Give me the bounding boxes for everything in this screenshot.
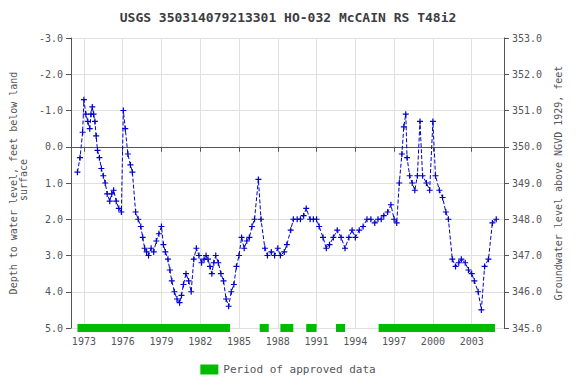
svg-text:surface: surface <box>18 159 29 207</box>
svg-text:Depth to water level, feet bel: Depth to water level, feet below land <box>7 71 19 295</box>
svg-text:351.0: 351.0 <box>512 105 542 116</box>
svg-text:Period of approved data: Period of approved data <box>223 363 375 376</box>
svg-text:Groundwater level above NGVD 1: Groundwater level above NGVD 1929, feet <box>553 66 564 301</box>
svg-text:2.0: 2.0 <box>45 214 63 225</box>
svg-text:1976: 1976 <box>111 336 135 347</box>
svg-text:348.0: 348.0 <box>512 214 542 225</box>
svg-text:353.0: 353.0 <box>512 33 542 44</box>
svg-text:-3.0: -3.0 <box>39 33 63 44</box>
svg-text:352.0: 352.0 <box>512 69 542 80</box>
svg-text:-2.0: -2.0 <box>39 69 63 80</box>
svg-text:-1.0: -1.0 <box>39 105 63 116</box>
svg-text:1994: 1994 <box>343 336 367 347</box>
svg-text:345.0: 345.0 <box>512 323 542 334</box>
svg-text:349.0: 349.0 <box>512 178 542 189</box>
svg-text:347.0: 347.0 <box>512 250 542 261</box>
svg-text:346.0: 346.0 <box>512 286 542 297</box>
svg-text:2003: 2003 <box>460 336 484 347</box>
svg-text:1988: 1988 <box>266 336 290 347</box>
svg-text:1982: 1982 <box>188 336 212 347</box>
svg-text:0.0: 0.0 <box>45 141 63 152</box>
svg-text:4.0: 4.0 <box>45 286 63 297</box>
svg-text:350.0: 350.0 <box>512 141 542 152</box>
svg-text:1997: 1997 <box>382 336 406 347</box>
svg-text:1.0: 1.0 <box>45 178 63 189</box>
svg-text:1991: 1991 <box>305 336 329 347</box>
svg-text:2000: 2000 <box>421 336 445 347</box>
svg-text:1985: 1985 <box>227 336 251 347</box>
svg-text:5.0: 5.0 <box>45 323 63 334</box>
svg-text:1973: 1973 <box>72 336 96 347</box>
svg-text:1979: 1979 <box>149 336 173 347</box>
svg-text:3.0: 3.0 <box>45 250 63 261</box>
svg-text:USGS 350314079213301 HO-032 Mc: USGS 350314079213301 HO-032 McCAIN RS T4… <box>120 10 457 25</box>
